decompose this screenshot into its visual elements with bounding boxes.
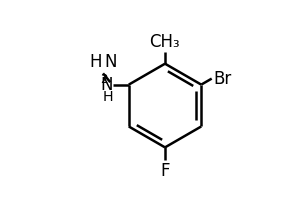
Text: F: F — [160, 162, 170, 180]
Text: N: N — [100, 76, 113, 94]
Text: Br: Br — [213, 70, 231, 88]
Text: H: H — [103, 90, 113, 104]
Text: CH₃: CH₃ — [149, 33, 179, 51]
Text: H: H — [89, 53, 101, 71]
Text: 2: 2 — [100, 73, 108, 86]
Text: N: N — [104, 53, 117, 71]
